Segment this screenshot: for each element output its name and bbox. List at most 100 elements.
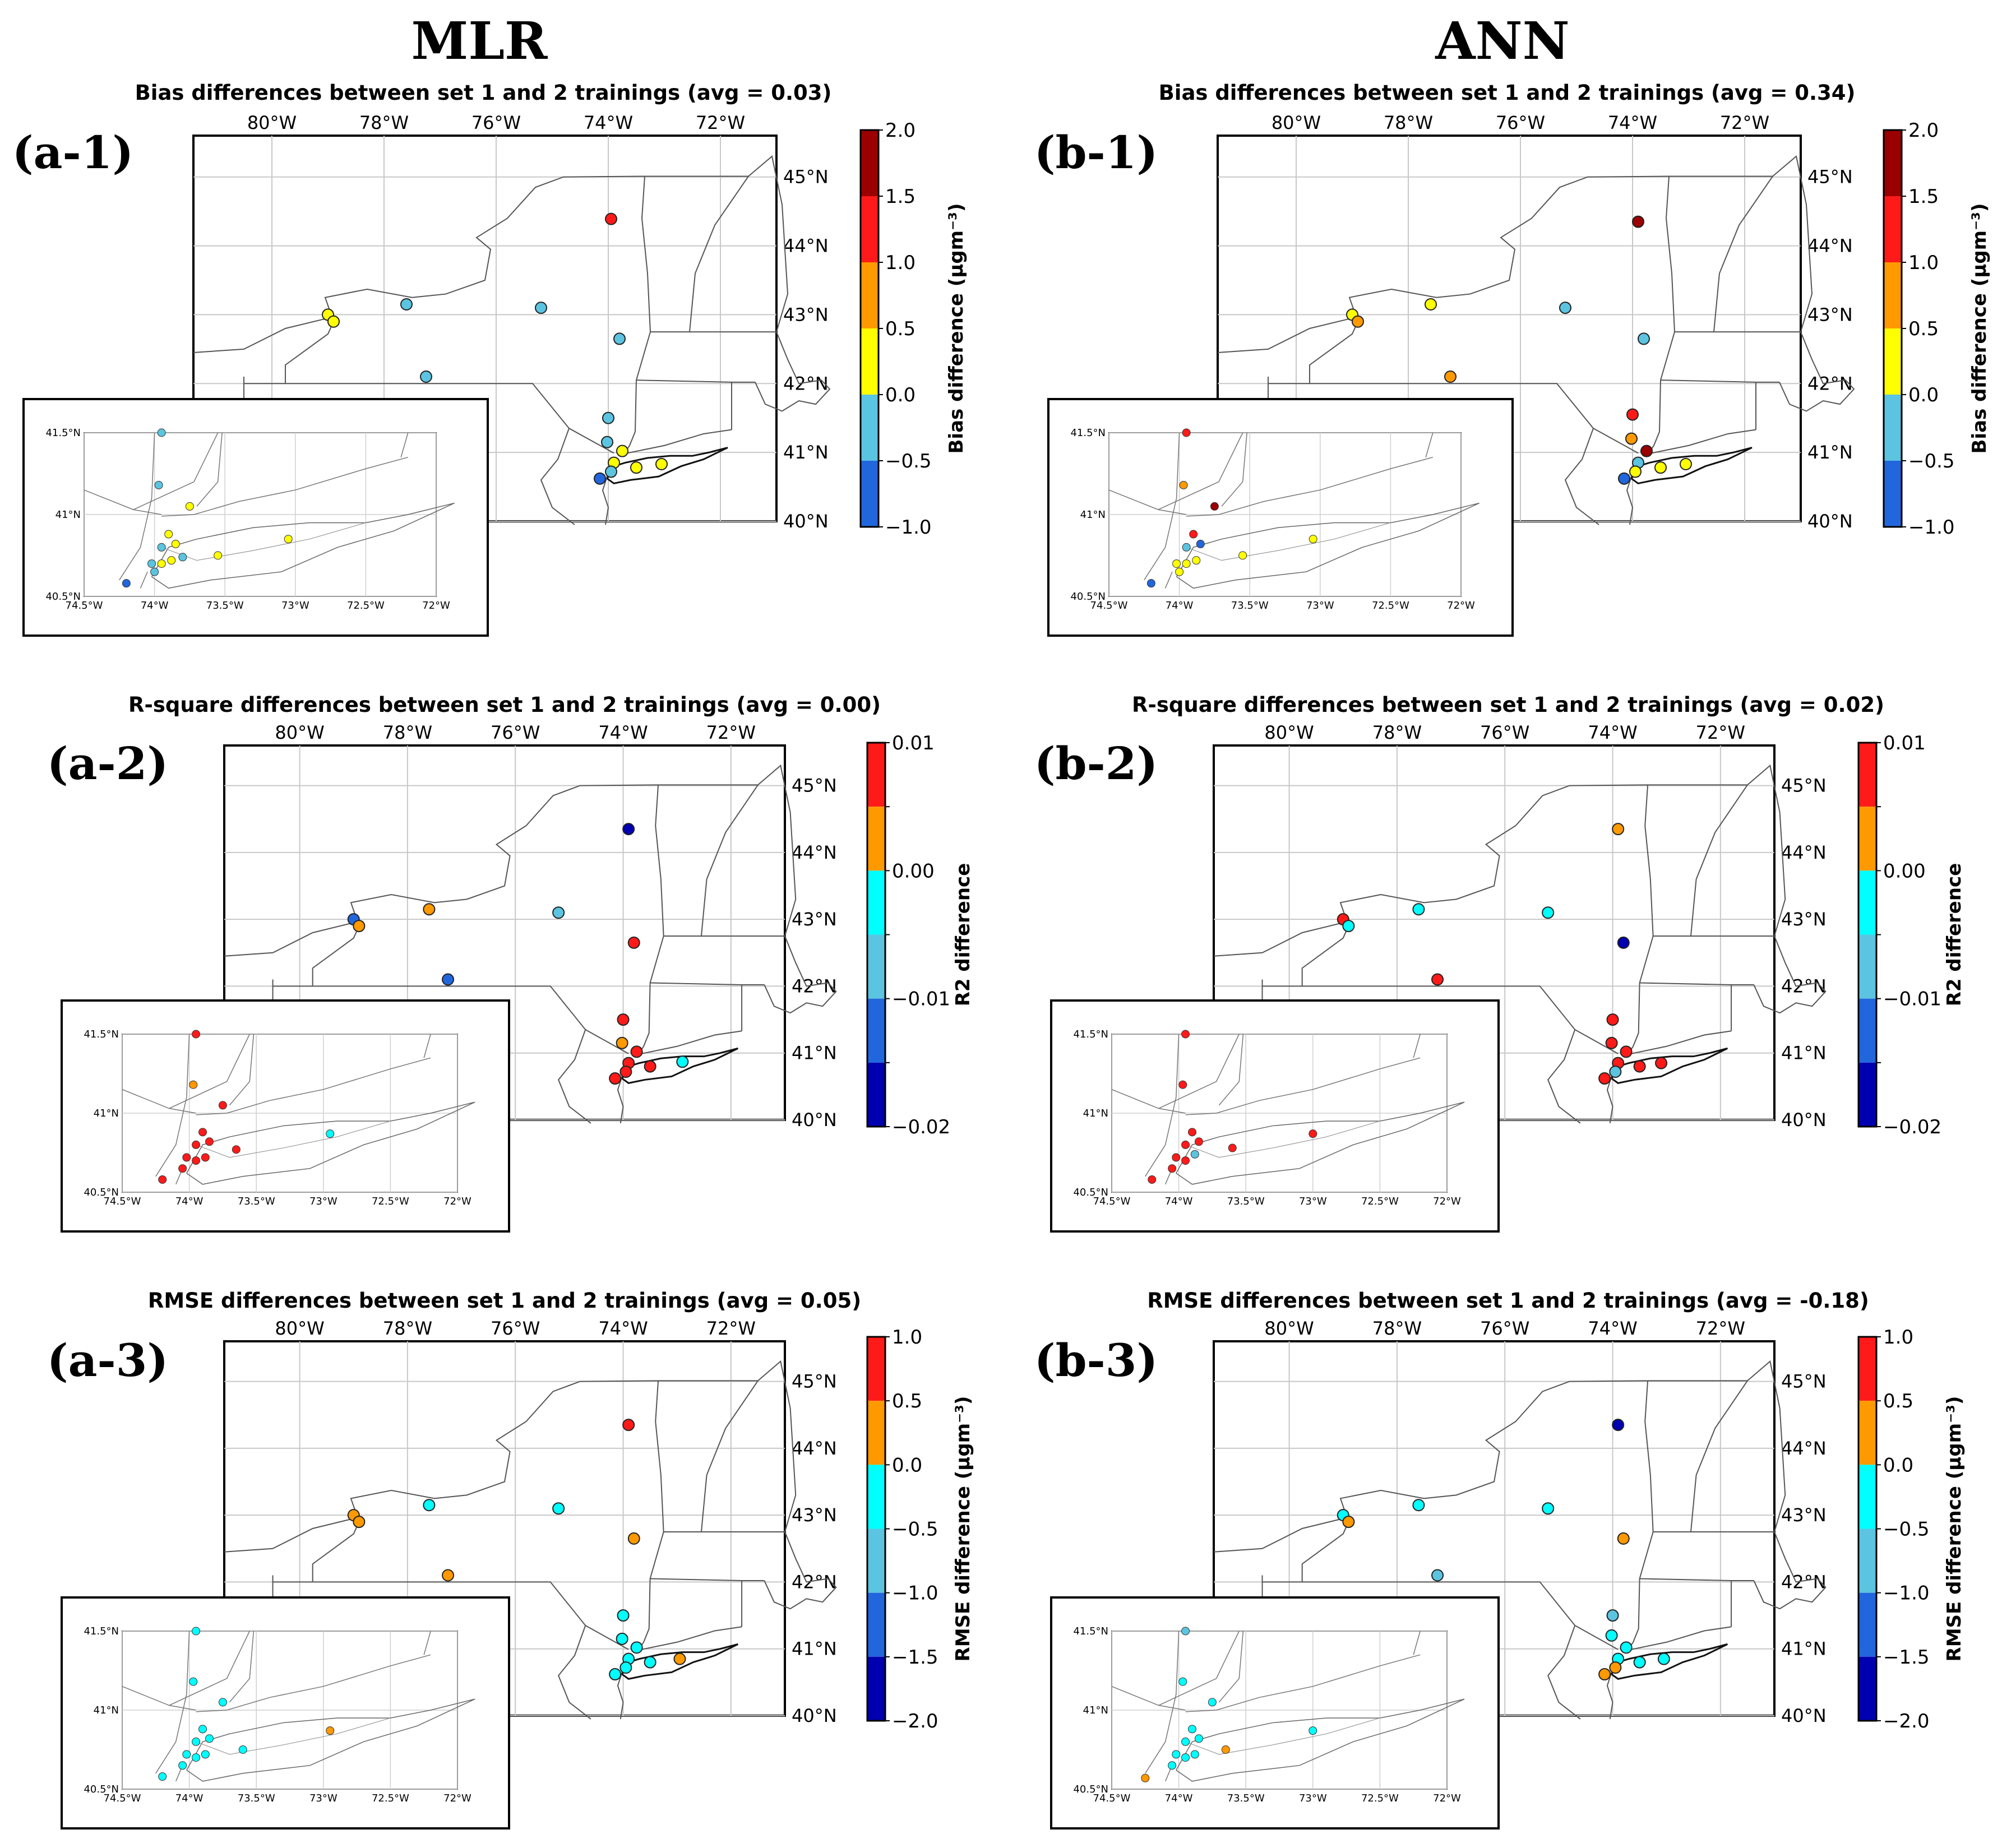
- lat-tick-label: 42°N: [1781, 975, 1827, 997]
- station-marker: [1342, 1516, 1355, 1529]
- colorbar-segment: [1858, 870, 1876, 935]
- inset-boundary: [169, 1631, 250, 1706]
- inset-station-marker: [1179, 480, 1188, 489]
- inset-lon-tick-label: 73.5°W: [206, 600, 244, 612]
- colorbar-tick-label: 0.0: [892, 1454, 922, 1476]
- station-marker: [353, 1516, 366, 1529]
- inset-station-marker: [201, 1750, 210, 1759]
- state-boundary: [638, 1626, 742, 1651]
- lon-tick-label: 76°W: [491, 722, 540, 743]
- inset-station-marker: [1181, 1753, 1190, 1762]
- inset-boundary: [1185, 1057, 1421, 1115]
- inset-station-marker: [157, 428, 166, 437]
- lon-tick-label: 74°W: [1588, 1318, 1637, 1339]
- inset-long-island-coast: [1176, 502, 1479, 589]
- state-boundary: [1690, 784, 1748, 937]
- colorbar-segment: [1858, 807, 1876, 871]
- lat-tick-label: 43°N: [792, 1504, 837, 1526]
- inset-station-marker: [1182, 543, 1191, 552]
- lon-tick-label: 74°W: [1588, 722, 1637, 743]
- inset-station-marker: [1309, 1726, 1317, 1735]
- colorbar-segment: [867, 1062, 885, 1127]
- panel-a-1: Bias differences between set 1 and 2 tra…: [12, 81, 968, 637]
- inset-station-marker: [1210, 502, 1219, 511]
- lat-tick-label: 42°N: [792, 975, 837, 997]
- lat-tick-label: 44°N: [792, 842, 837, 863]
- inset-long-island-coast: [1176, 1101, 1465, 1185]
- inset-lat-tick-label: 41.5°N: [84, 1029, 119, 1040]
- station-marker: [552, 1502, 565, 1515]
- lon-tick-label: 76°W: [1480, 722, 1529, 743]
- inset-boundary: [169, 1034, 250, 1109]
- inset-station-marker: [214, 551, 223, 560]
- state-boundary: [623, 176, 651, 455]
- station-marker: [1633, 1060, 1646, 1073]
- state-boundary: [1713, 175, 1773, 332]
- long-island-coast: [1611, 1047, 1728, 1084]
- state-boundary: [1301, 784, 1648, 986]
- inset-boundary: [1185, 1654, 1421, 1712]
- panel-a-2: R-square differences between set 1 and 2…: [47, 693, 974, 1233]
- lon-tick-label: 72°W: [696, 112, 745, 133]
- inset-station-marker: [178, 553, 187, 562]
- state-boundary: [558, 1029, 591, 1124]
- colorbar-label: Bias difference (μgm⁻³): [1968, 203, 1991, 454]
- colorbar-segment: [1884, 328, 1902, 395]
- inset-lat-tick-label: 40.5°N: [84, 1187, 119, 1198]
- state-boundary: [700, 1380, 759, 1532]
- lon-tick-label: 76°W: [491, 1318, 540, 1339]
- inset-lon-tick-label: 73°W: [1299, 1793, 1327, 1804]
- colorbar-tick-label: −0.5: [1908, 450, 1955, 473]
- state-boundary: [764, 935, 837, 1014]
- inset-lon-tick-label: 72°W: [1433, 1196, 1461, 1207]
- colorbar-tick-label: 0.0: [1908, 384, 1939, 406]
- state-boundary: [540, 428, 575, 525]
- inset-station-marker: [1194, 1137, 1203, 1146]
- inset-lat-tick-label: 41°N: [56, 509, 81, 521]
- colorbar-segment: [867, 1529, 885, 1593]
- inset-lon-tick-label: 72°W: [443, 1196, 471, 1207]
- inset-lat-tick-label: 41.5°N: [84, 1625, 119, 1637]
- inset-boundary: [229, 1631, 255, 1703]
- inset-station-marker: [1181, 1627, 1190, 1636]
- inset-station-marker: [1189, 530, 1198, 539]
- state-boundary: [1747, 1360, 1786, 1532]
- colorbar-tick-label: 0.00: [1883, 860, 1926, 882]
- inset-boundary: [155, 1631, 190, 1774]
- station-marker: [1680, 458, 1692, 471]
- colorbar-label: R2 difference: [952, 863, 974, 1007]
- inset-station-marker: [1146, 579, 1155, 588]
- state-boundary: [1627, 785, 1654, 1055]
- colorbar-tick-label: −0.5: [885, 450, 932, 473]
- lat-tick-label: 40°N: [1781, 1109, 1827, 1131]
- colorbar-segment: [1858, 1401, 1876, 1465]
- inset-station-marker: [1168, 1761, 1177, 1770]
- colorbar-segment: [1858, 1529, 1876, 1593]
- lat-tick-label: 45°N: [1781, 775, 1827, 796]
- station-marker: [1632, 215, 1644, 228]
- colorbar-label: Bias difference (μgm⁻³): [945, 203, 968, 454]
- station-marker: [1412, 1499, 1425, 1512]
- inset-lon-tick-label: 73°W: [309, 1196, 337, 1207]
- state-boundary: [1628, 1626, 1732, 1651]
- state-boundary: [1302, 1581, 1619, 1650]
- column-title-mlr: MLR: [412, 11, 548, 71]
- colorbar-tick-label: −1.0: [1908, 516, 1955, 539]
- inset-coast-inner: [1186, 522, 1391, 561]
- inset-boundary: [423, 1034, 431, 1058]
- inset-map: 74.5°W 74°W 73.5°W 73°W 72.5°W 72°W 41.5°N 41°N…: [61, 999, 510, 1233]
- lon-tick-label: 72°W: [1696, 722, 1745, 743]
- inset-coast-inner: [196, 1120, 391, 1158]
- state-boundary: [1547, 1625, 1581, 1720]
- colorbar-segment: [861, 130, 879, 196]
- station-marker: [602, 411, 614, 424]
- station-marker: [622, 823, 635, 836]
- state-boundary: [1302, 985, 1619, 1054]
- colorbar-tick-label: 1.5: [885, 186, 916, 208]
- inset-lat-tick-label: 41°N: [1083, 1705, 1108, 1716]
- inset-station-marker: [1178, 1677, 1187, 1686]
- inset-lon-tick-label: 74°W: [175, 1196, 204, 1207]
- inset-lat-tick-label: 41°N: [1083, 1108, 1108, 1119]
- inset-station-marker: [1168, 1164, 1177, 1173]
